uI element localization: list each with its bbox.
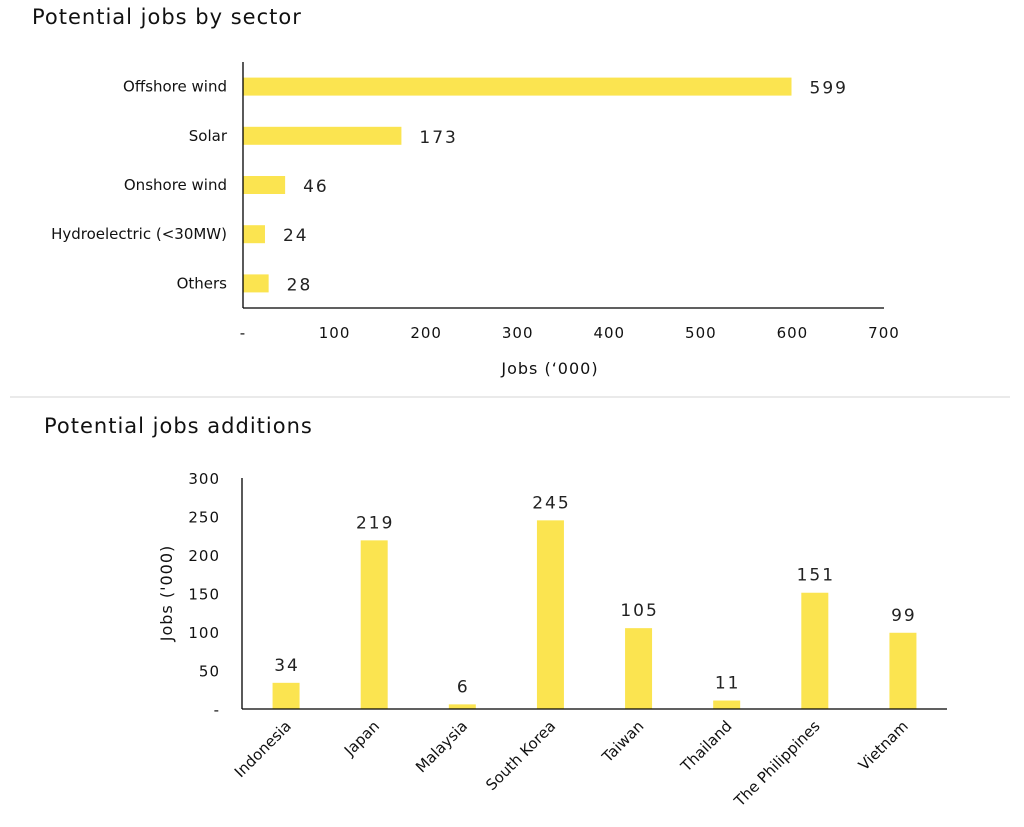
additions-bar: [889, 632, 917, 709]
sector-x-tick-label: 500: [685, 324, 717, 342]
sector-category-label: Onshore wind: [124, 176, 227, 194]
additions-category-label: Thailand: [677, 717, 736, 776]
additions-value-label: 219: [356, 513, 394, 533]
additions-chart-title: Potential jobs additions: [44, 414, 313, 438]
sector-chart-title: Potential jobs by sector: [32, 5, 302, 29]
additions-value-label: 11: [715, 674, 741, 694]
sector-value-label: 24: [283, 226, 309, 246]
sector-x-tick-label: 400: [593, 324, 625, 342]
sector-chart-marks: Offshore wind 599 Solar 173 Onshore wind 46 Hy…: [51, 77, 900, 342]
additions-bar: [625, 628, 653, 709]
sector-x-tick-label: 100: [319, 324, 351, 342]
sector-bar: [243, 225, 265, 244]
additions-value-label: 105: [620, 601, 658, 621]
sector-category-label: Offshore wind: [123, 78, 227, 96]
additions-y-tick-label: 300: [188, 470, 220, 488]
additions-bar: [536, 520, 564, 709]
sector-x-tick-label: 200: [410, 324, 442, 342]
sector-value-label: 46: [303, 177, 329, 197]
additions-bar: [801, 592, 829, 709]
additions-y-tick-label: 100: [188, 624, 220, 642]
sector-value-label: 173: [419, 128, 457, 148]
sector-x-axis-label: Jobs (‘000): [500, 359, 598, 378]
sector-bar: [243, 77, 792, 96]
additions-category-label: South Korea: [482, 717, 559, 794]
additions-category-label: Indonesia: [231, 717, 295, 781]
additions-value-label: 151: [797, 566, 835, 586]
additions-bar: [360, 540, 388, 709]
sector-bar: [243, 176, 286, 194]
additions-bar: [713, 700, 741, 709]
sector-x-tick-label: 600: [777, 324, 809, 342]
additions-y-tick-label: 50: [199, 663, 220, 681]
additions-y-axis-label: Jobs ('000): [157, 545, 176, 643]
additions-y-tick-label: -: [214, 701, 220, 719]
sector-x-tick-label: -: [240, 324, 246, 342]
additions-value-label: 99: [891, 606, 917, 626]
sector-category-label: Hydroelectric (<30MW): [51, 225, 227, 243]
additions-category-label: Vietnam: [855, 717, 912, 774]
sector-bar: [243, 126, 402, 145]
sector-x-tick-label: 300: [502, 324, 534, 342]
additions-bar: [272, 682, 300, 709]
additions-category-label: Taiwan: [598, 717, 648, 767]
additions-bar: [448, 704, 476, 709]
additions-y-tick-label: 200: [188, 547, 220, 565]
sector-value-label: 599: [810, 79, 848, 99]
additions-category-label: Malaysia: [412, 717, 471, 776]
sector-x-tick-label: 700: [868, 324, 900, 342]
additions-value-label: 245: [532, 493, 570, 513]
additions-y-tick-label: 250: [188, 509, 220, 527]
additions-value-label: 34: [274, 656, 300, 676]
additions-chart-marks: 34 Indonesia 219 Japan 6 Malaysia 245 South Kor…: [188, 470, 917, 811]
sector-bar: [243, 274, 269, 293]
additions-category-label: Japan: [340, 717, 383, 760]
sector-category-label: Others: [177, 274, 228, 292]
sector-value-label: 28: [287, 275, 313, 295]
additions-y-tick-label: 150: [188, 586, 220, 604]
sector-category-label: Solar: [189, 127, 228, 145]
additions-category-label: The Philippines: [730, 717, 824, 811]
additions-chart: Potential jobs additions 34 Indonesia 219 J…: [44, 414, 947, 811]
sector-chart: Potential jobs by sector Offshore wind 59…: [32, 5, 900, 378]
additions-value-label: 6: [457, 677, 470, 697]
